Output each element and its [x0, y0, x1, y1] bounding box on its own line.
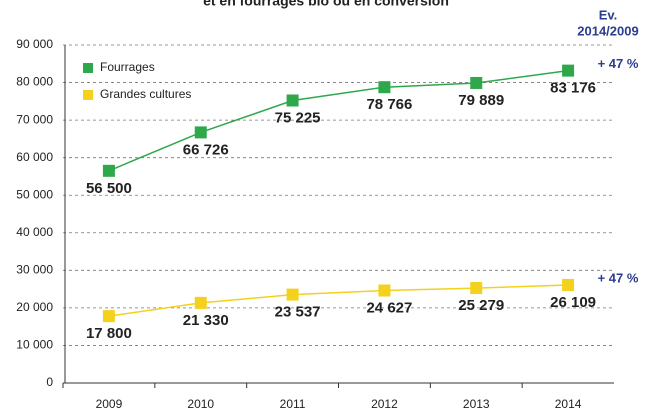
data-label: 56 500 — [86, 180, 132, 197]
x-tick-label: 2013 — [463, 397, 490, 411]
y-tick-label: 20 000 — [16, 300, 53, 314]
x-tick-label: 2010 — [187, 397, 214, 411]
marker — [194, 296, 207, 309]
marker — [470, 76, 483, 89]
data-label: 75 225 — [275, 109, 321, 126]
marker — [286, 288, 299, 301]
line — [108, 284, 569, 317]
y-tick-label: 80 000 — [16, 75, 53, 89]
y-tick-label: 50 000 — [16, 187, 53, 201]
marker — [470, 282, 483, 295]
annotation: + 47 % — [598, 56, 639, 71]
legend-label: Grandes cultures — [100, 87, 191, 101]
data-label: 24 627 — [366, 299, 412, 316]
marker — [562, 64, 575, 77]
data-label: 83 176 — [550, 80, 596, 97]
legend-swatch — [83, 63, 93, 73]
marker — [102, 164, 115, 177]
line — [108, 69, 569, 172]
data-label: 26 109 — [550, 294, 596, 311]
y-tick-label: 60 000 — [16, 150, 53, 164]
marker — [562, 278, 575, 291]
y-tick-label: 90 000 — [16, 37, 53, 51]
data-label: 21 330 — [183, 312, 229, 329]
chart-title: et en fourrages bio ou en conversion — [203, 0, 449, 9]
data-label: 66 726 — [183, 141, 229, 158]
y-tick-label: 30 000 — [16, 263, 53, 277]
y-tick-label: 70 000 — [16, 112, 53, 126]
annotation: 2014/2009 — [577, 23, 638, 38]
data-label: 79 889 — [458, 92, 504, 109]
x-tick-label: 2011 — [280, 397, 306, 411]
marker — [286, 94, 299, 107]
x-tick-label: 2014 — [555, 397, 582, 411]
x-tick-label: 2009 — [96, 397, 123, 411]
data-label: 78 766 — [366, 96, 412, 113]
marker — [102, 310, 115, 323]
legend-label: Fourrages — [100, 60, 155, 74]
y-tick-label: 10 000 — [16, 338, 53, 352]
data-label: 23 537 — [275, 304, 321, 321]
marker — [378, 284, 391, 297]
annotation: Ev. — [599, 7, 618, 22]
legend-swatch — [83, 90, 93, 100]
data-label: 17 800 — [86, 325, 132, 342]
marker — [194, 126, 207, 139]
marker — [378, 81, 391, 94]
y-tick-label: 40 000 — [16, 225, 53, 239]
annotation: + 47 % — [598, 270, 639, 285]
x-tick-label: 2012 — [371, 397, 398, 411]
y-tick-label: 0 — [46, 375, 53, 389]
data-label: 25 279 — [458, 297, 504, 314]
